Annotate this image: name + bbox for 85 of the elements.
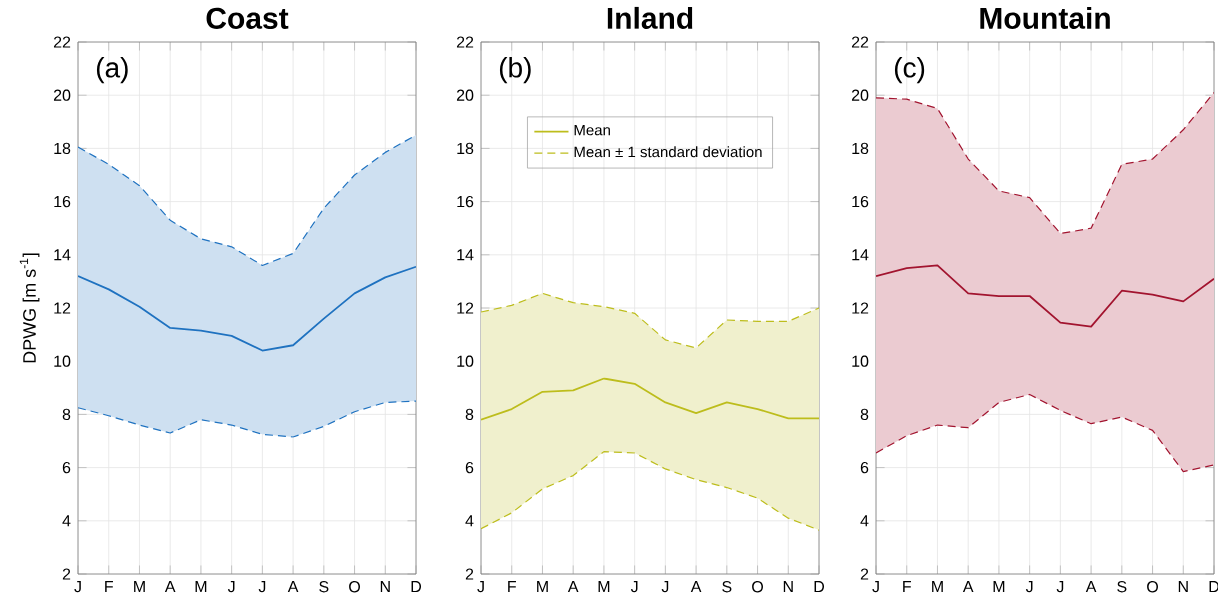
x-tick-label: F <box>903 581 911 593</box>
line-series <box>481 377 820 421</box>
chart-title: Inland <box>607 6 693 29</box>
y-tick-label: 10 <box>457 355 474 367</box>
y-tick-label: 10 <box>54 355 71 367</box>
y-tick-label: 10 <box>852 355 869 367</box>
y-tick-label: 14 <box>54 249 71 261</box>
y-tick-label: 12 <box>457 302 474 314</box>
y-tick-label: 6 <box>465 461 474 474</box>
x-tick-label: F <box>105 581 113 593</box>
y-tick-label: 22 <box>456 36 474 48</box>
y-tick-label: 8 <box>860 408 869 421</box>
x-tick-label: J <box>1056 581 1064 593</box>
x-tick-label: M <box>598 581 610 593</box>
y-tick-label: 4 <box>465 515 474 527</box>
x-tick-label: J <box>227 581 235 593</box>
y-tick-label: 8 <box>465 408 474 421</box>
x-tick-label: S <box>319 581 329 593</box>
line-series <box>876 91 1215 235</box>
x-tick-label: M <box>195 581 207 593</box>
y-tick-label: 20 <box>53 89 71 101</box>
x-tick-label: N <box>783 581 793 593</box>
x-tick-label: J <box>630 581 638 593</box>
x-tick-label: S <box>722 581 732 593</box>
x-tick-label: F <box>508 581 516 593</box>
y-tick-label: 20 <box>851 89 869 101</box>
y-tick-label: 12 <box>852 302 869 314</box>
x-tick-label: J <box>1025 581 1033 593</box>
legend-label: Mean ± 1 standard deviation <box>574 146 762 158</box>
x-tick-label: M <box>932 581 943 593</box>
x-tick-label: J <box>661 581 669 593</box>
x-tick-label: M <box>993 581 1005 593</box>
chart-title: Mountain <box>980 6 1110 29</box>
y-tick-label: 12 <box>54 302 71 314</box>
y-tick-label: 2 <box>465 568 474 580</box>
chart-title: Coast <box>206 7 289 29</box>
x-tick-label: N <box>1178 581 1188 593</box>
legend-label: Mean <box>574 124 610 136</box>
x-tick-label: A <box>567 581 579 593</box>
y-tick-label: 2 <box>62 568 71 580</box>
y-tick-label: 22 <box>53 36 71 48</box>
y-tick-label: 4 <box>62 515 71 527</box>
line-series <box>876 264 1215 328</box>
x-tick-label: A <box>164 581 176 593</box>
x-tick-label: S <box>1117 581 1127 593</box>
line-series <box>481 292 820 349</box>
x-tick-label: J <box>258 581 266 593</box>
y-tick-label: 14 <box>852 249 869 261</box>
x-tick-label: J <box>477 581 484 593</box>
y-tick-label: 18 <box>457 142 474 155</box>
x-tick-label: D <box>814 581 825 593</box>
y-tick-label: 6 <box>62 461 71 474</box>
y-tick-label: 2 <box>860 568 869 580</box>
annotation: (b) <box>499 57 531 84</box>
line-series <box>78 400 417 438</box>
y-tick-label: 16 <box>852 195 869 208</box>
x-tick-label: A <box>1085 581 1097 593</box>
x-tick-label: M <box>537 581 548 593</box>
y-tick-label: 16 <box>457 195 474 208</box>
line-series <box>78 265 417 352</box>
y-tick-label: 16 <box>54 195 71 208</box>
annotation: (c) <box>894 57 925 84</box>
x-tick-label: N <box>380 581 390 593</box>
x-tick-label: J <box>872 581 879 593</box>
y-tick-label: 22 <box>851 36 869 48</box>
y-tick-label: 6 <box>860 461 869 474</box>
y-tick-label: 8 <box>62 408 71 421</box>
x-tick-label: A <box>690 581 702 593</box>
y-tick-label: 18 <box>852 142 869 155</box>
line-series <box>481 451 820 531</box>
x-tick-label: M <box>134 581 145 593</box>
y-tick-label: 4 <box>860 515 869 527</box>
x-tick-label: A <box>962 581 974 593</box>
x-tick-label: O <box>349 581 360 593</box>
y-tick-label: 18 <box>54 142 71 155</box>
y-axis-title: DPWG [m s$^{-1}$] <box>19 253 40 363</box>
x-tick-label: D <box>411 581 422 593</box>
annotation: (a) <box>96 57 128 84</box>
y-tick-label: 20 <box>456 89 474 101</box>
x-tick-label: O <box>752 581 763 593</box>
y-tick-label: 14 <box>457 249 474 261</box>
x-tick-label: A <box>287 581 299 593</box>
x-tick-label: J <box>74 581 81 593</box>
line-series <box>876 393 1215 473</box>
x-tick-label: O <box>1147 581 1158 593</box>
